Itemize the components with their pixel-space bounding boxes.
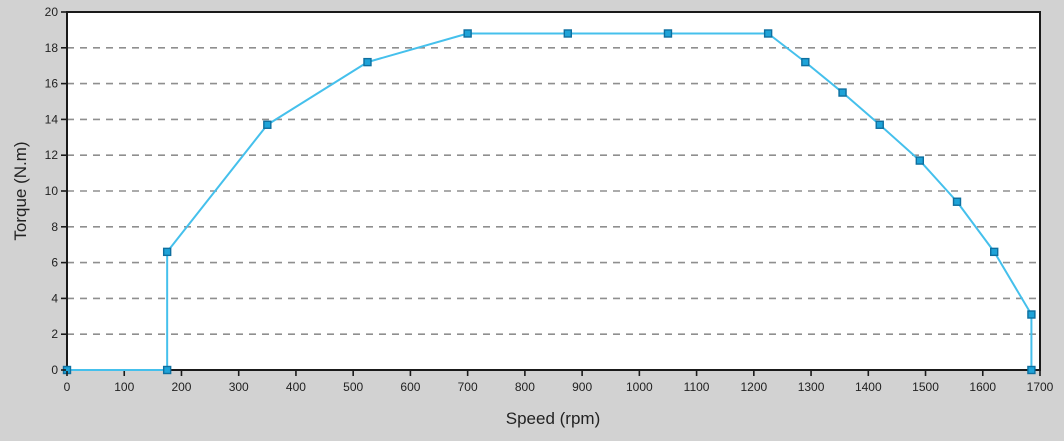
x-tick-label: 200 [171,380,191,394]
y-tick-label: 10 [45,184,59,198]
y-tick-label: 12 [45,148,59,162]
tick-label-layer: 0 100 200 300 400 500 600 700 800 900 1000 1100 1200… [45,5,1054,394]
x-tick-label: 1300 [798,380,825,394]
data-point-marker [763,29,773,38]
data-point-marker [162,247,172,257]
data-point-marker [263,120,272,129]
x-tick-label: 1700 [1027,380,1054,394]
data-point-marker [990,247,999,257]
curve-layer [62,29,1036,375]
data-point-marker [838,88,847,97]
data-point-marker [563,29,573,38]
y-tick-label: 18 [45,41,59,55]
y-tick-label: 6 [51,256,58,270]
x-tick-label: 100 [114,380,134,394]
data-point-marker [663,29,673,38]
x-tick-label: 1400 [855,380,882,394]
data-point-marker [875,120,884,129]
tick-layer [61,11,1041,376]
axis-frame-layer [66,11,1041,371]
y-tick-label: 20 [45,5,59,19]
y-axis-title: Torque (N.m) [11,141,30,240]
x-tick-label: 500 [343,380,363,394]
x-tick-label: 1000 [626,380,653,394]
data-point-marker [1027,310,1036,319]
data-point-marker [463,29,472,38]
y-tick-label: 2 [51,327,58,341]
data-point-marker [363,57,372,67]
plot-border [66,11,1041,371]
gridline-layer [67,46,1040,336]
x-tick-label: 400 [286,380,306,394]
x-tick-label: 1200 [740,380,767,394]
x-tick-label: 1600 [969,380,996,394]
x-tick-label: 1100 [684,380,710,394]
y-tick-label: 8 [51,220,58,234]
x-tick-label: 1500 [912,380,939,394]
x-axis-title: Speed (rpm) [506,409,600,428]
x-tick-label: 300 [229,380,249,394]
x-tick-label: 900 [572,380,592,394]
x-tick-label: 0 [64,380,71,394]
x-tick-label: 800 [515,380,535,394]
y-tick-label: 4 [51,291,58,305]
data-point-marker [952,197,962,206]
data-point-marker [915,156,925,165]
data-point-marker [801,57,810,67]
x-tick-label: 600 [400,380,420,394]
x-tick-label: 700 [458,380,478,394]
y-tick-label: 14 [45,112,59,126]
data-point-marker [162,365,172,375]
y-tick-label: 0 [51,363,58,377]
data-point-marker [1027,365,1036,375]
y-tick-label: 16 [45,77,59,91]
